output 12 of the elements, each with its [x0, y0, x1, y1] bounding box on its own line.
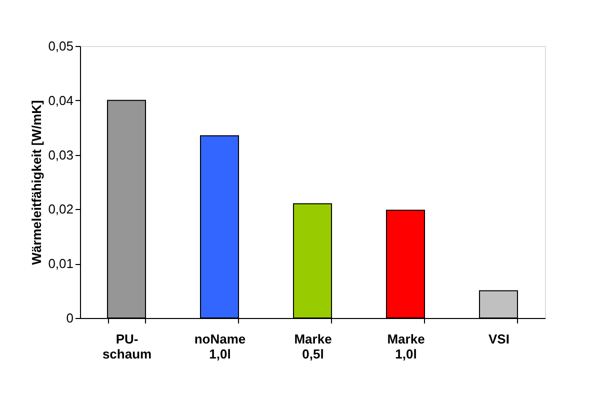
x-tick-label: VSI: [488, 332, 510, 346]
y-axis-title: Wärmeleitfähigkeit [W/mK]: [29, 100, 44, 265]
x-tick-label: PU- schaum: [102, 332, 152, 362]
y-tick-label: 0: [66, 310, 74, 326]
x-tick-label: Marke 1,0l: [387, 332, 425, 362]
x-tick-label: noName 1,0l: [194, 332, 246, 362]
y-tick-label: 0,02: [48, 202, 74, 217]
y-tick-label: 0,05: [48, 38, 74, 54]
y-tick-label: 0,04: [48, 92, 74, 108]
x-tick-label: Marke 0,5l: [294, 332, 332, 362]
y-tick-label: 0,03: [48, 147, 74, 162]
y-tick-label: 0,01: [48, 256, 74, 272]
